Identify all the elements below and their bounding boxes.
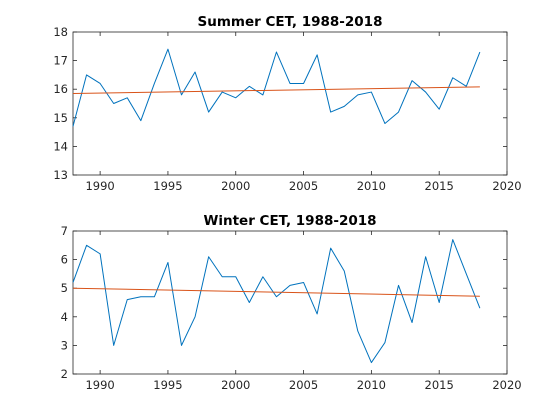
summer-y-tick-label: 14 bbox=[53, 139, 68, 153]
winter-y-tick-label: 2 bbox=[61, 367, 68, 381]
winter-chart-title: Winter CET, 1988-2018 bbox=[203, 213, 376, 229]
summer-axes-content: 1990 1995 2000 2005 2010 2015 2020 13 14 15 16 17 18 bbox=[53, 25, 521, 193]
winter-x-tick-label: 2020 bbox=[492, 378, 521, 392]
winter-chart: Winter CET, 1988-2018 1990 1995 2000 2005 20… bbox=[61, 213, 522, 392]
summer-trend-line bbox=[72, 86, 480, 94]
winter-y-tick-label: 4 bbox=[61, 310, 68, 324]
summer-y-tick-label: 15 bbox=[53, 111, 68, 125]
summer-y-tick-label: 17 bbox=[53, 54, 68, 68]
summer-x-tick-label: 2010 bbox=[357, 179, 386, 193]
summer-data-line bbox=[72, 48, 481, 127]
summer-chart-title: Summer CET, 1988-2018 bbox=[198, 14, 383, 30]
winter-y-tick-label: 3 bbox=[61, 338, 68, 352]
winter-x-tick-label: 2000 bbox=[221, 378, 250, 392]
summer-x-tick-label: 2000 bbox=[221, 179, 250, 193]
winter-x-tick-label: 2015 bbox=[425, 378, 454, 392]
summer-y-tick-label: 18 bbox=[53, 25, 68, 39]
summer-x-tick-label: 2005 bbox=[289, 179, 318, 193]
summer-chart: Summer CET, 1988-2018 1990 1995 2000 2005 20… bbox=[53, 14, 521, 193]
winter-x-tick-label: 2005 bbox=[289, 378, 318, 392]
summer-x-tick-label: 1995 bbox=[153, 179, 182, 193]
winter-axes-content: 1990 1995 2000 2005 2010 2015 2020 2 3 4 5 6 7 bbox=[61, 224, 522, 392]
winter-x-tick-label: 1990 bbox=[85, 378, 114, 392]
summer-y-tick-label: 13 bbox=[53, 168, 68, 182]
winter-y-tick-label: 7 bbox=[61, 224, 68, 238]
winter-data-line bbox=[72, 239, 481, 364]
winter-x-tick-label: 1995 bbox=[153, 378, 182, 392]
summer-x-tick-label: 1990 bbox=[85, 179, 114, 193]
winter-trend-line bbox=[72, 287, 480, 297]
winter-x-tick-label: 2010 bbox=[357, 378, 386, 392]
winter-y-tick-label: 5 bbox=[61, 281, 68, 295]
summer-x-tick-label: 2015 bbox=[425, 179, 454, 193]
summer-y-tick-label: 16 bbox=[53, 82, 68, 96]
winter-y-tick-label: 6 bbox=[61, 253, 68, 267]
winter-plot-area bbox=[72, 230, 508, 375]
summer-x-tick-label: 2020 bbox=[492, 179, 521, 193]
